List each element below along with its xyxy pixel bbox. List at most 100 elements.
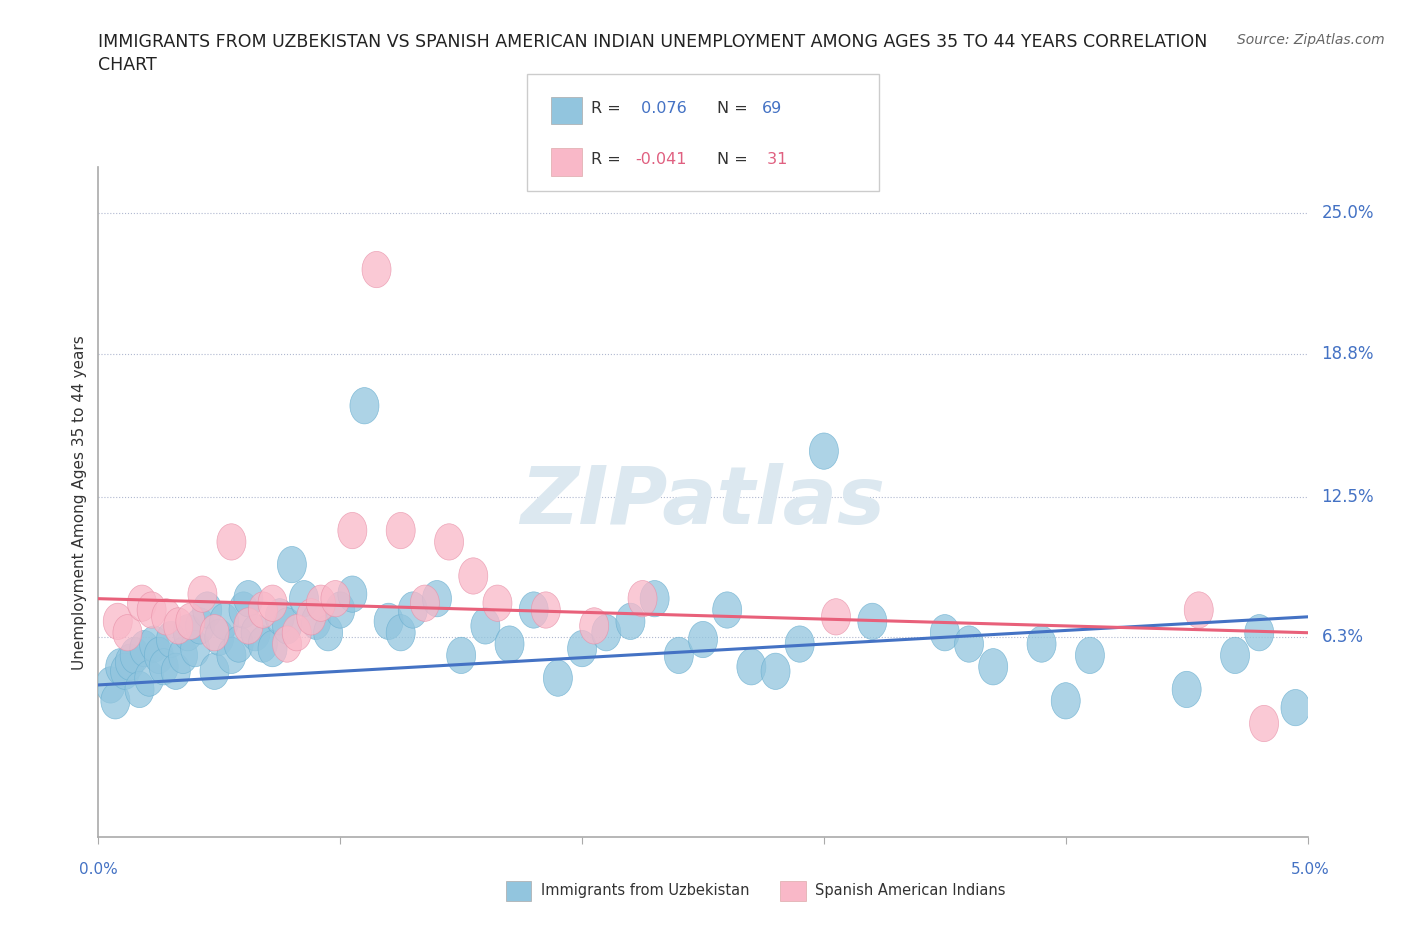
Ellipse shape: [112, 615, 142, 651]
Ellipse shape: [1052, 683, 1080, 719]
Ellipse shape: [531, 591, 561, 628]
Ellipse shape: [931, 615, 959, 651]
Ellipse shape: [176, 604, 205, 640]
Text: 6.3%: 6.3%: [1322, 629, 1364, 646]
Ellipse shape: [955, 626, 984, 662]
Ellipse shape: [321, 580, 350, 617]
Ellipse shape: [387, 615, 415, 651]
Ellipse shape: [314, 615, 343, 651]
Ellipse shape: [209, 604, 239, 640]
Ellipse shape: [297, 599, 326, 635]
Ellipse shape: [249, 626, 277, 662]
Ellipse shape: [568, 631, 596, 667]
Text: IMMIGRANTS FROM UZBEKISTAN VS SPANISH AMERICAN INDIAN UNEMPLOYMENT AMONG AGES 35: IMMIGRANTS FROM UZBEKISTAN VS SPANISH AM…: [98, 33, 1208, 50]
Ellipse shape: [398, 591, 427, 628]
Ellipse shape: [458, 558, 488, 594]
Ellipse shape: [277, 547, 307, 583]
Ellipse shape: [1281, 689, 1310, 725]
Ellipse shape: [149, 648, 179, 684]
Ellipse shape: [115, 644, 145, 681]
Text: Immigrants from Uzbekistan: Immigrants from Uzbekistan: [541, 884, 749, 898]
Ellipse shape: [979, 648, 1008, 684]
Ellipse shape: [785, 626, 814, 662]
Text: R =: R =: [591, 153, 626, 167]
Ellipse shape: [411, 585, 440, 621]
Ellipse shape: [217, 524, 246, 560]
Ellipse shape: [1026, 626, 1056, 662]
Ellipse shape: [259, 631, 287, 667]
Ellipse shape: [229, 591, 259, 628]
Ellipse shape: [821, 599, 851, 635]
Ellipse shape: [761, 653, 790, 689]
Ellipse shape: [200, 653, 229, 689]
Text: ZIPatlas: ZIPatlas: [520, 463, 886, 541]
Text: 31: 31: [762, 153, 787, 167]
Ellipse shape: [128, 585, 156, 621]
Ellipse shape: [387, 512, 415, 549]
Ellipse shape: [163, 607, 193, 644]
Text: CHART: CHART: [98, 56, 157, 73]
Ellipse shape: [224, 626, 253, 662]
Ellipse shape: [301, 604, 330, 640]
Ellipse shape: [447, 637, 475, 673]
Ellipse shape: [361, 251, 391, 287]
Ellipse shape: [1173, 671, 1201, 708]
Ellipse shape: [273, 607, 301, 644]
Text: N =: N =: [717, 101, 754, 116]
Ellipse shape: [1244, 615, 1274, 651]
Ellipse shape: [200, 615, 229, 651]
Ellipse shape: [152, 599, 180, 635]
Ellipse shape: [259, 585, 287, 621]
Text: 0.076: 0.076: [636, 101, 686, 116]
Ellipse shape: [217, 637, 246, 673]
Ellipse shape: [120, 637, 149, 673]
Ellipse shape: [471, 607, 501, 644]
Ellipse shape: [105, 648, 135, 684]
Ellipse shape: [1184, 591, 1213, 628]
Ellipse shape: [543, 660, 572, 697]
Ellipse shape: [326, 591, 354, 628]
Ellipse shape: [162, 653, 190, 689]
Ellipse shape: [139, 626, 169, 662]
Ellipse shape: [135, 660, 163, 697]
Ellipse shape: [145, 637, 173, 673]
Ellipse shape: [138, 591, 166, 628]
Ellipse shape: [111, 653, 139, 689]
Ellipse shape: [495, 626, 524, 662]
Ellipse shape: [1220, 637, 1250, 673]
Ellipse shape: [422, 580, 451, 617]
Ellipse shape: [482, 585, 512, 621]
Text: Spanish American Indians: Spanish American Indians: [815, 884, 1005, 898]
Ellipse shape: [186, 607, 215, 644]
Ellipse shape: [592, 615, 621, 651]
Text: Source: ZipAtlas.com: Source: ZipAtlas.com: [1237, 33, 1385, 46]
Y-axis label: Unemployment Among Ages 35 to 44 years: Unemployment Among Ages 35 to 44 years: [72, 335, 87, 670]
Ellipse shape: [173, 615, 202, 651]
Ellipse shape: [283, 615, 311, 651]
Ellipse shape: [1076, 637, 1105, 673]
Ellipse shape: [434, 524, 464, 560]
Text: -0.041: -0.041: [636, 153, 688, 167]
Ellipse shape: [249, 591, 277, 628]
Text: 0.0%: 0.0%: [79, 862, 118, 877]
Ellipse shape: [664, 637, 693, 673]
Ellipse shape: [628, 580, 657, 617]
Text: 18.8%: 18.8%: [1322, 344, 1374, 363]
Ellipse shape: [193, 591, 222, 628]
Ellipse shape: [810, 433, 838, 470]
Ellipse shape: [101, 683, 129, 719]
Text: N =: N =: [717, 153, 754, 167]
Text: 69: 69: [762, 101, 782, 116]
Ellipse shape: [350, 388, 380, 424]
Ellipse shape: [273, 626, 301, 662]
Ellipse shape: [689, 621, 717, 658]
Ellipse shape: [337, 576, 367, 612]
Ellipse shape: [1250, 705, 1278, 741]
Ellipse shape: [156, 621, 186, 658]
Ellipse shape: [737, 648, 766, 684]
Ellipse shape: [519, 591, 548, 628]
Text: 25.0%: 25.0%: [1322, 204, 1374, 221]
Ellipse shape: [233, 580, 263, 617]
Text: 12.5%: 12.5%: [1322, 487, 1374, 506]
Ellipse shape: [180, 631, 209, 667]
